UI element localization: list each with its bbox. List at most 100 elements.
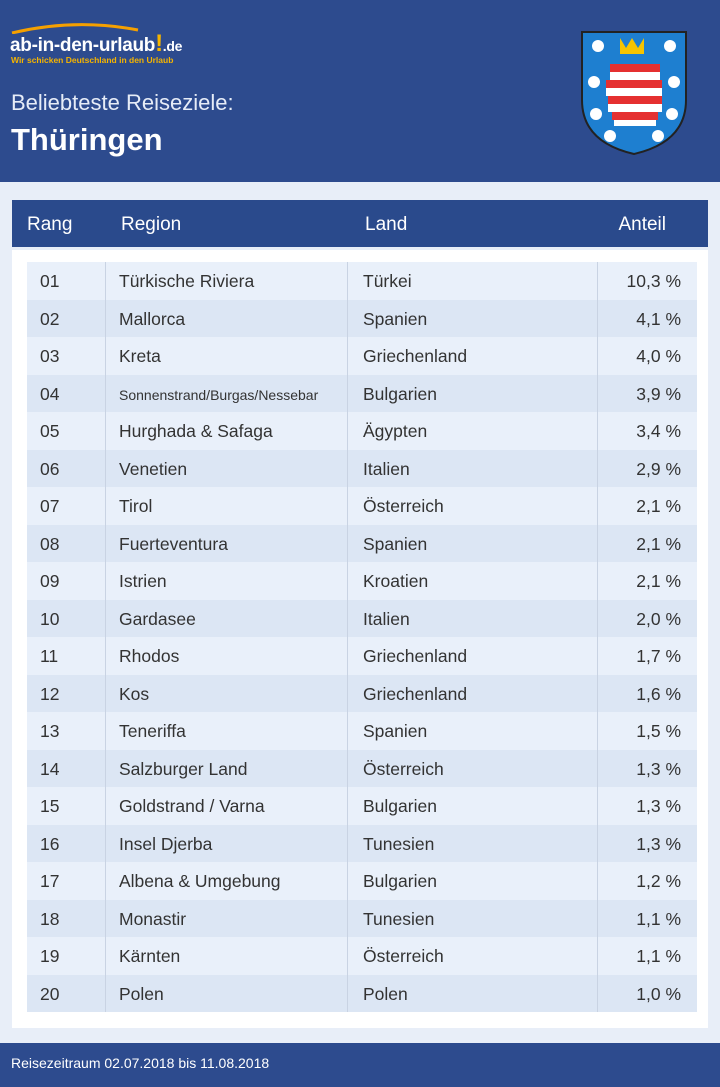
table-cell: 16 [40,833,60,854]
column-header: Region [121,214,182,235]
logo-name: ab-in-den-urlaub [10,35,156,56]
table-row: 20 Polen Polen 1,0 % [27,974,697,1012]
table-cell: 08 [40,533,60,554]
table-cell: Spanien [363,308,428,329]
table-cell: Ägypten [363,421,428,441]
table-row: 19 Kärnten Österreich 1,1 % [27,937,697,975]
table-cell: Salzburger Land [119,758,248,779]
table-cell: 20 [40,983,60,1004]
table-row: 14 Salzburger Land Österreich 1,3 % [27,749,697,787]
table-cell: Kos [119,683,150,704]
table-cell: 13 [40,721,60,741]
table-cell: 05 [40,421,60,441]
table-cell: Griechenland [363,683,468,704]
table-row: 04 Sonnenstrand/Burgas/Nessebar Bulgarien 3… [27,374,697,412]
table-cell: 12 [40,683,60,704]
table-cell: Italien [363,608,410,629]
table-row: 05 Hurghada & Safaga Ägypten 3,4 % [27,412,697,450]
table-row: 07 Tirol Österreich 2,1 % [27,487,697,525]
logo: ab-in-den-urlaub!.de [10,30,182,58]
table-cell: 2,0 % [636,608,681,629]
table-cell: Kreta [119,346,161,366]
table-cell: 10 [40,608,60,629]
table-cell: 2,9 % [636,458,681,479]
table-cell: Spanien [363,533,428,554]
table-row: 06 Venetien Italien 2,9 % [27,449,697,487]
table-cell: Gardasee [119,608,196,629]
table-row: 16 Insel Djerba Tunesien 1,3 % [27,824,697,862]
table-cell: Kärnten [119,946,181,966]
table-cell: 09 [40,571,60,591]
table-header: Rang Region Land Anteil [12,200,708,247]
table-cell: Bulgarien [363,871,437,891]
table-cell: Rhodos [119,646,180,666]
table-cell: Tunesien [363,908,435,929]
table-cell: Österreich [363,758,444,779]
table-cell: 1,3 % [636,796,681,816]
table-row: 09 Istrien Kroatien 2,1 % [27,562,697,600]
table-cell: 07 [40,496,60,516]
table-cell: 1,2 % [636,871,681,891]
table-row: 08 Fuerteventura Spanien 2,1 % [27,524,697,562]
column-divider [597,262,598,1012]
table-row: 13 Teneriffa Spanien 1,5 % [27,712,697,750]
table-row: 17 Albena & Umgebung Bulgarien 1,2 % [27,862,697,900]
table-row: 18 Monastir Tunesien 1,1 % [27,899,697,937]
column-header: Land [365,214,408,235]
table-row: 10 Gardasee Italien 2,0 % [27,599,697,637]
logo-tld: .de [162,38,183,54]
table-cell: Istrien [119,571,167,591]
table-row: 15 Goldstrand / Varna Bulgarien 1,3 % [27,787,697,825]
table-row: 02 Mallorca Spanien 4,1 % [27,299,697,337]
table-cell: Spanien [363,721,428,741]
table-cell: 2,1 % [636,571,681,591]
header: ab-in-den-urlaub!.de Wir schicken Deutsc… [0,0,720,182]
column-divider [347,262,348,1012]
subtitle: Beliebteste Reiseziele: [11,90,234,115]
table-cell: 18 [40,908,60,929]
table-cell: Insel Djerba [119,833,213,854]
table-cell: 1,5 % [636,721,681,741]
table-cell: 1,6 % [636,683,681,704]
table-row: 01 Türkische Riviera Türkei 10,3 % [27,262,697,300]
table-cell: 3,4 % [636,421,681,441]
table-cell: Bulgarien [363,796,437,816]
table-cell: Türkische Riviera [119,271,255,291]
table-cell: 1,3 % [636,833,681,854]
table-cell: Polen [363,983,408,1004]
table-cell: Venetien [119,458,188,479]
table-body: 01 Türkische Riviera Türkei 10,3 % 02 Mallorc… [12,250,708,1028]
table-cell: 02 [40,308,60,329]
column-header: Anteil [618,214,666,235]
table-cell: Mallorca [119,308,186,329]
table-cell: Teneriffa [119,721,186,741]
table-cell: 01 [40,271,60,291]
table-row: 11 Rhodos Griechenland 1,7 % [27,637,697,675]
table-cell: 03 [40,346,60,366]
table-cell: Türkei [363,271,412,291]
coat-of-arms [581,31,687,156]
table-cell: 1,3 % [636,758,681,779]
table-row: 03 Kreta Griechenland 4,0 % [27,337,697,375]
table-cell: Goldstrand / Varna [119,796,265,816]
table-cell: 1,0 % [636,983,681,1004]
column-divider [105,262,106,1012]
logo-mark: ! [155,30,163,57]
table-cell: Monastir [119,908,187,929]
table-cell: Griechenland [363,646,468,666]
table-cell: 2,1 % [636,496,681,516]
table-cell: 4,1 % [636,308,681,329]
table-cell: Bulgarien [363,383,437,404]
table-cell: 14 [40,758,60,779]
table-cell: Tunesien [363,833,435,854]
tagline: Wir schicken Deutschland in den Urlaub [11,55,174,65]
title: Thüringen [11,122,163,157]
table-cell: Fuerteventura [119,533,228,554]
column-header: Rang [27,214,73,235]
table-cell: 1,7 % [636,646,681,666]
table-cell: Österreich [363,496,444,516]
table-cell: Italien [363,458,410,479]
table-cell: Sonnenstrand/Burgas/Nessebar [119,386,319,403]
table-cell: 15 [40,796,60,816]
table-cell: Griechenland [363,346,468,366]
